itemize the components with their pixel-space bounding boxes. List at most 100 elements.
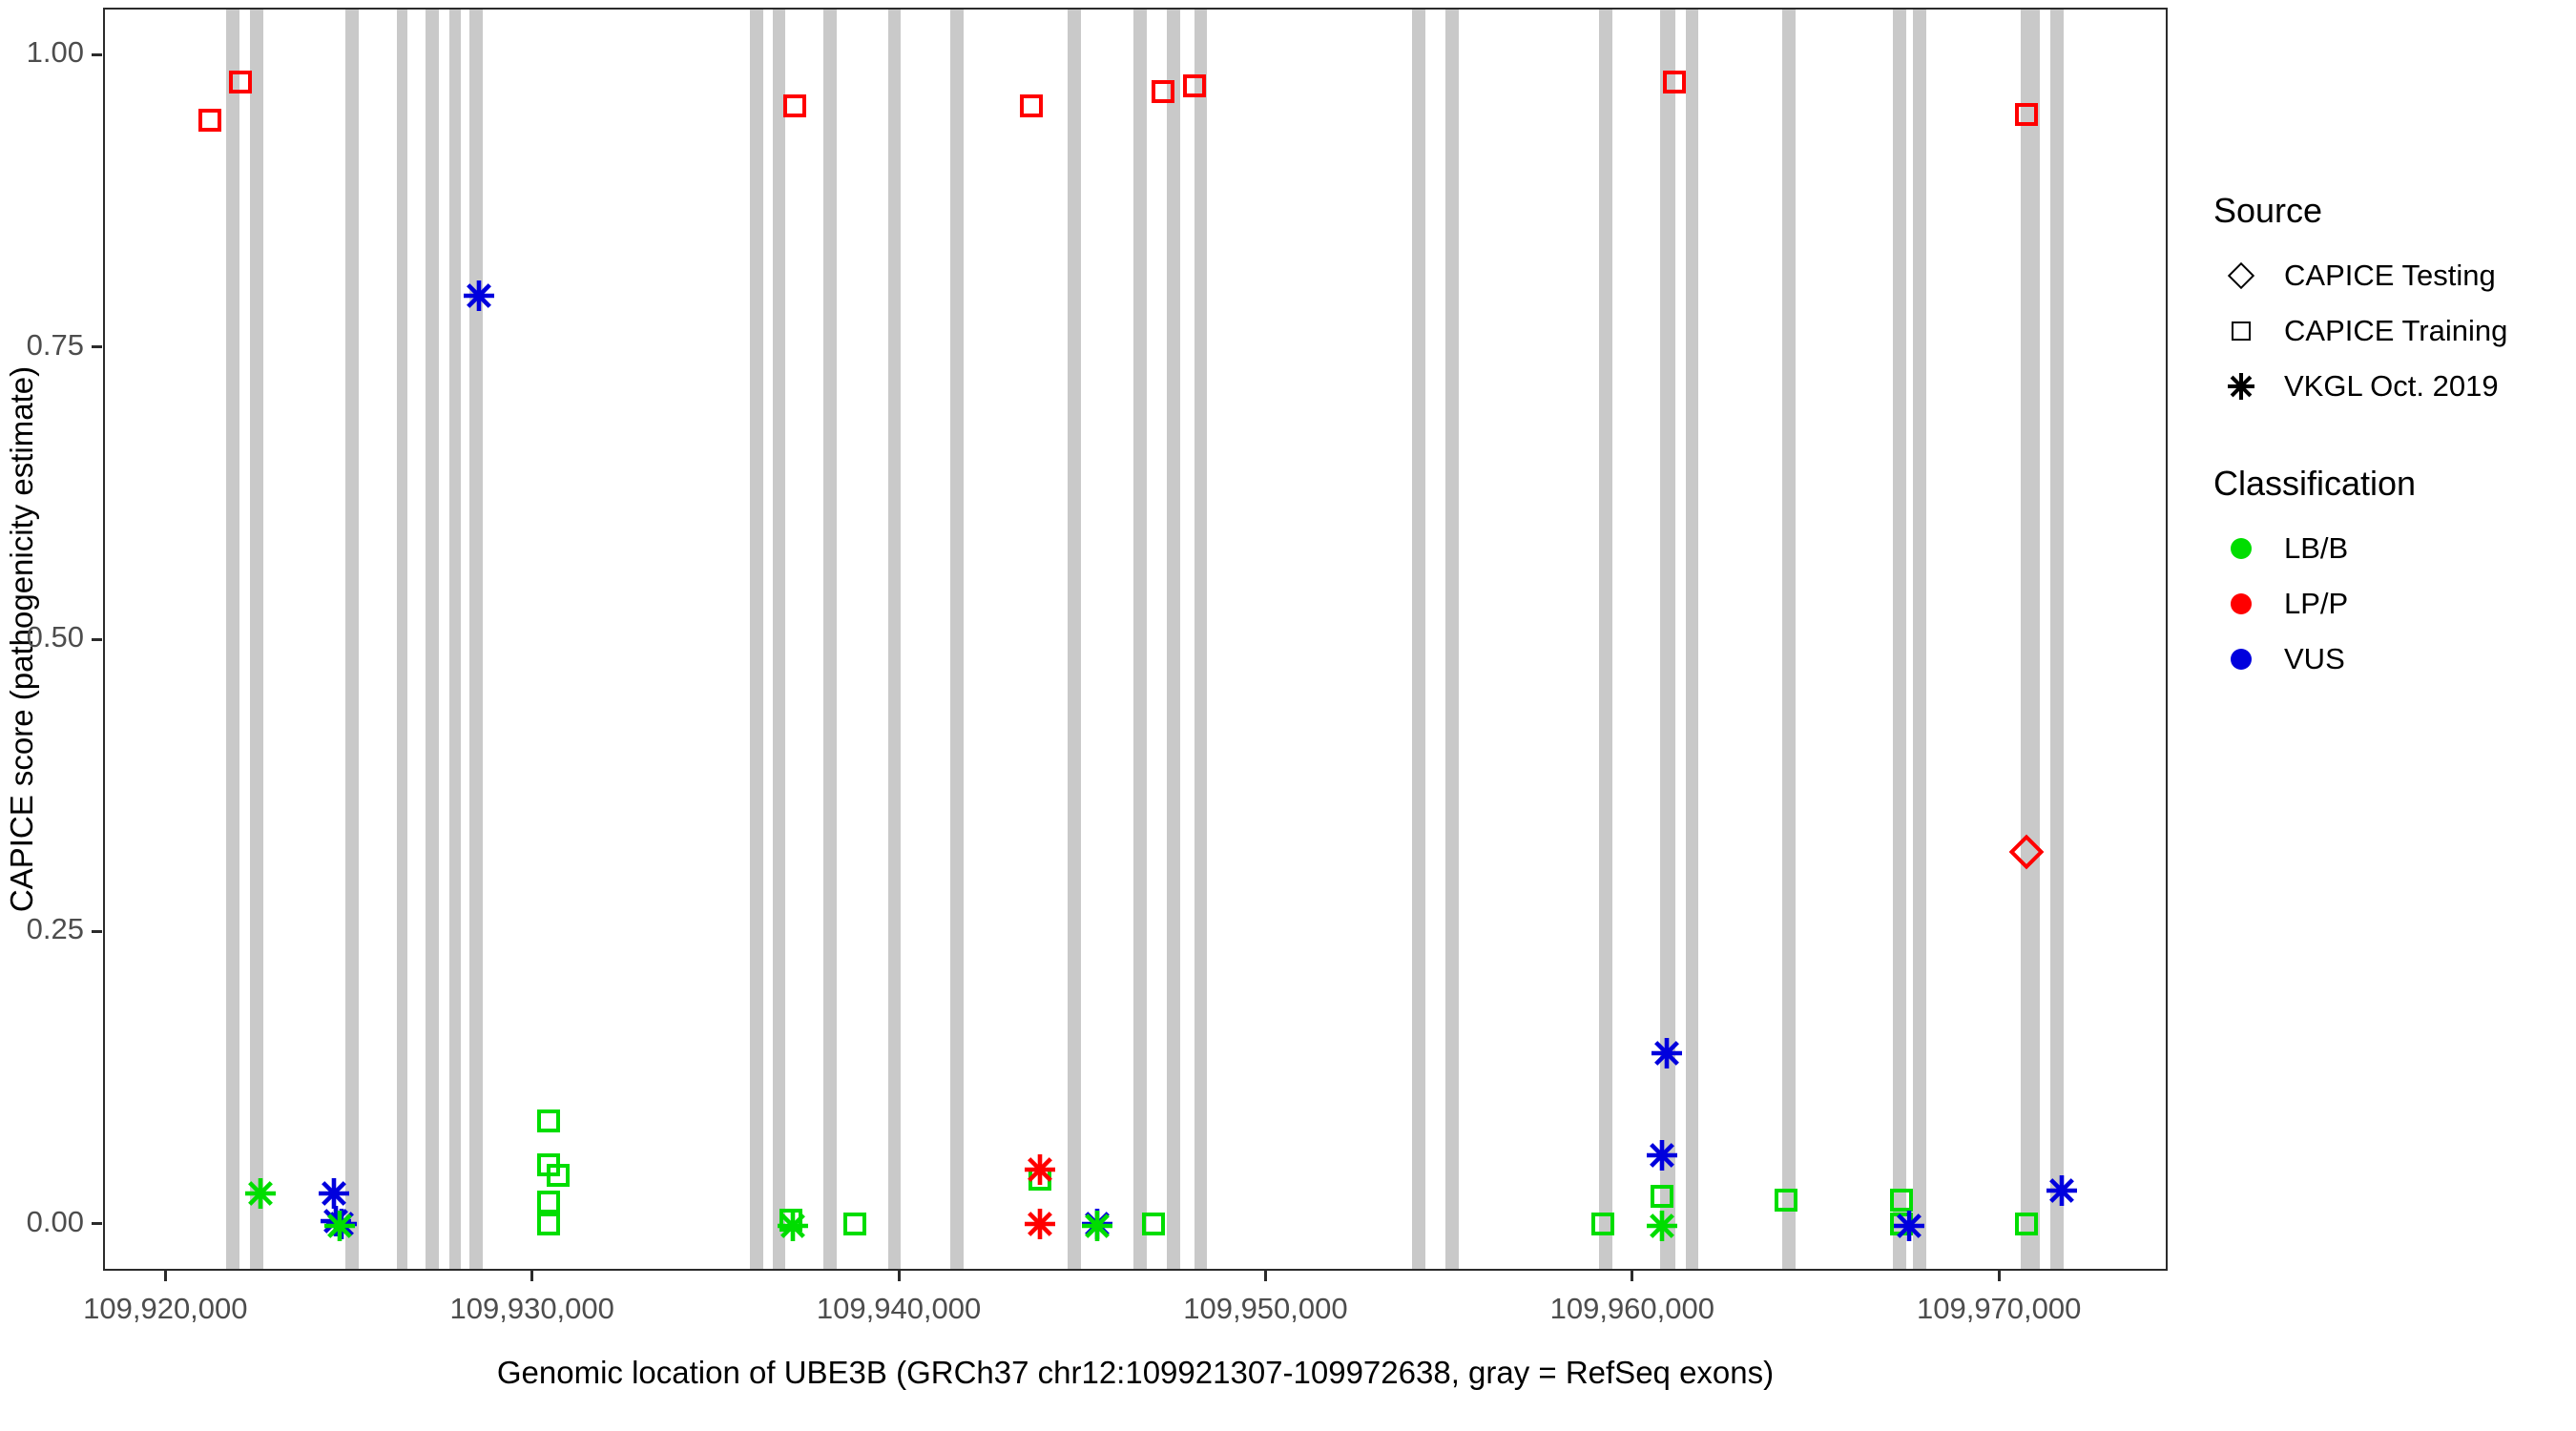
x-tick-label: 109,960,000 (1549, 1292, 1715, 1325)
exon-bar (887, 10, 902, 1269)
color-dot-icon (2212, 576, 2271, 632)
exon-bar (2021, 10, 2040, 1269)
data-point-square (1663, 71, 1687, 93)
legend-item-label: VKGL Oct. 2019 (2284, 369, 2499, 403)
exon-bar (225, 10, 239, 1269)
legend-item-label: CAPICE Training (2284, 314, 2508, 347)
exon-bar (772, 10, 786, 1269)
y-tick-label: 0.50 (26, 620, 84, 653)
legend-group-source: Source CAPICE Testing CAPICE Training VKGL… (2212, 191, 2574, 414)
x-tick-label: 109,920,000 (83, 1292, 248, 1325)
exon-bar (2050, 10, 2064, 1269)
data-point-asterisk (1893, 1210, 1925, 1242)
data-point-square (1650, 1185, 1673, 1209)
legend-item-classification[interactable]: VUS (2212, 632, 2574, 687)
legend-item-label: VUS (2284, 642, 2345, 675)
data-point-square (229, 71, 253, 93)
y-tick-label: 0.25 (26, 912, 84, 946)
x-tick-mark (1997, 1271, 2001, 1281)
legend-item-source[interactable]: CAPICE Testing (2212, 248, 2574, 303)
data-point-asterisk (1081, 1210, 1113, 1242)
square-icon (2212, 303, 2271, 359)
y-tick-mark (92, 345, 102, 349)
data-point-asterisk (1646, 1139, 1678, 1172)
exon-bar (1194, 10, 1208, 1269)
y-tick-mark (92, 1222, 102, 1226)
data-point-square (2015, 103, 2039, 127)
x-tick-label: 109,970,000 (1916, 1292, 2082, 1325)
legend-item-source[interactable]: VKGL Oct. 2019 (2212, 359, 2574, 414)
y-tick-label: 1.00 (26, 35, 84, 70)
exon-bar (823, 10, 838, 1269)
legend-title-classification: Classification (2213, 464, 2417, 503)
data-point-square (1182, 73, 1206, 97)
x-tick-mark (1263, 1271, 1267, 1281)
data-point-square (1890, 1188, 1914, 1212)
data-point-asterisk (463, 280, 495, 312)
legend-item-label: LB/B (2284, 531, 2349, 565)
x-axis-title: Genomic location of UBE3B (GRCh37 chr12:… (496, 1355, 1775, 1390)
data-point-asterisk (1024, 1153, 1056, 1186)
exon-bar (449, 10, 461, 1269)
data-point-square (1775, 1188, 1798, 1212)
legend-title-source: Source (2213, 191, 2323, 230)
legend-classification-rows: LB/B LP/P VUS (2212, 521, 2574, 687)
data-point-square (782, 93, 806, 117)
y-tick-label: 0.00 (26, 1204, 84, 1238)
data-point-asterisk (1651, 1037, 1683, 1069)
x-tick-label: 109,930,000 (449, 1292, 614, 1325)
x-tick-mark (530, 1271, 534, 1281)
exon-bar (1892, 10, 1906, 1269)
data-point-square (1142, 1212, 1166, 1235)
color-dot-icon (2212, 521, 2271, 576)
data-point-square (1591, 1212, 1615, 1235)
x-tick-mark (1631, 1271, 1634, 1281)
exon-bar (1912, 10, 1926, 1269)
exon-bar (1782, 10, 1797, 1269)
exon-bar (426, 10, 440, 1269)
color-dot-icon (2212, 632, 2271, 687)
data-point-square (537, 1212, 561, 1235)
y-tick-mark (92, 52, 102, 56)
legend: Source CAPICE Testing CAPICE Training VKGL… (2212, 191, 2574, 736)
legend-item-classification[interactable]: LP/P (2212, 576, 2574, 632)
x-tick-mark (163, 1271, 167, 1281)
exon-bar (1599, 10, 1613, 1269)
data-point-asterisk (1024, 1208, 1056, 1240)
exon-bar (469, 10, 484, 1269)
data-point-square (1019, 93, 1043, 117)
legend-group-classification: Classification LB/B LP/P VUS (2212, 464, 2574, 687)
exon-bar (949, 10, 964, 1269)
data-point-asterisk (244, 1177, 277, 1210)
x-tick-label: 109,950,000 (1183, 1292, 1348, 1325)
exon-bar (1412, 10, 1426, 1269)
asterisk-icon (2212, 359, 2271, 414)
exon-bar (1166, 10, 1180, 1269)
y-tick-mark (92, 637, 102, 641)
legend-item-source[interactable]: CAPICE Training (2212, 303, 2574, 359)
exon-bar (750, 10, 764, 1269)
data-point-square (197, 109, 221, 133)
x-tick-mark (897, 1271, 901, 1281)
exon-bar (344, 10, 359, 1269)
data-point-square (546, 1164, 570, 1188)
data-point-asterisk (323, 1210, 356, 1242)
data-point-asterisk (1646, 1210, 1678, 1242)
x-tick-label: 109,940,000 (816, 1292, 982, 1325)
data-point-square (843, 1212, 867, 1235)
legend-source-rows: CAPICE Testing CAPICE Training VKGL Oct. 2… (2212, 248, 2574, 414)
diamond-icon (2212, 248, 2271, 303)
data-point-asterisk (777, 1210, 809, 1242)
exon-bar (1133, 10, 1147, 1269)
data-point-asterisk (318, 1177, 350, 1210)
legend-item-label: LP/P (2284, 587, 2349, 620)
data-point-square (537, 1191, 561, 1214)
legend-item-label: CAPICE Testing (2284, 259, 2496, 292)
exon-bar (1685, 10, 1699, 1269)
legend-item-classification[interactable]: LB/B (2212, 521, 2574, 576)
exon-bar (1444, 10, 1459, 1269)
data-point-square (537, 1109, 561, 1132)
exon-bar (396, 10, 408, 1269)
data-point-square (2015, 1212, 2039, 1235)
